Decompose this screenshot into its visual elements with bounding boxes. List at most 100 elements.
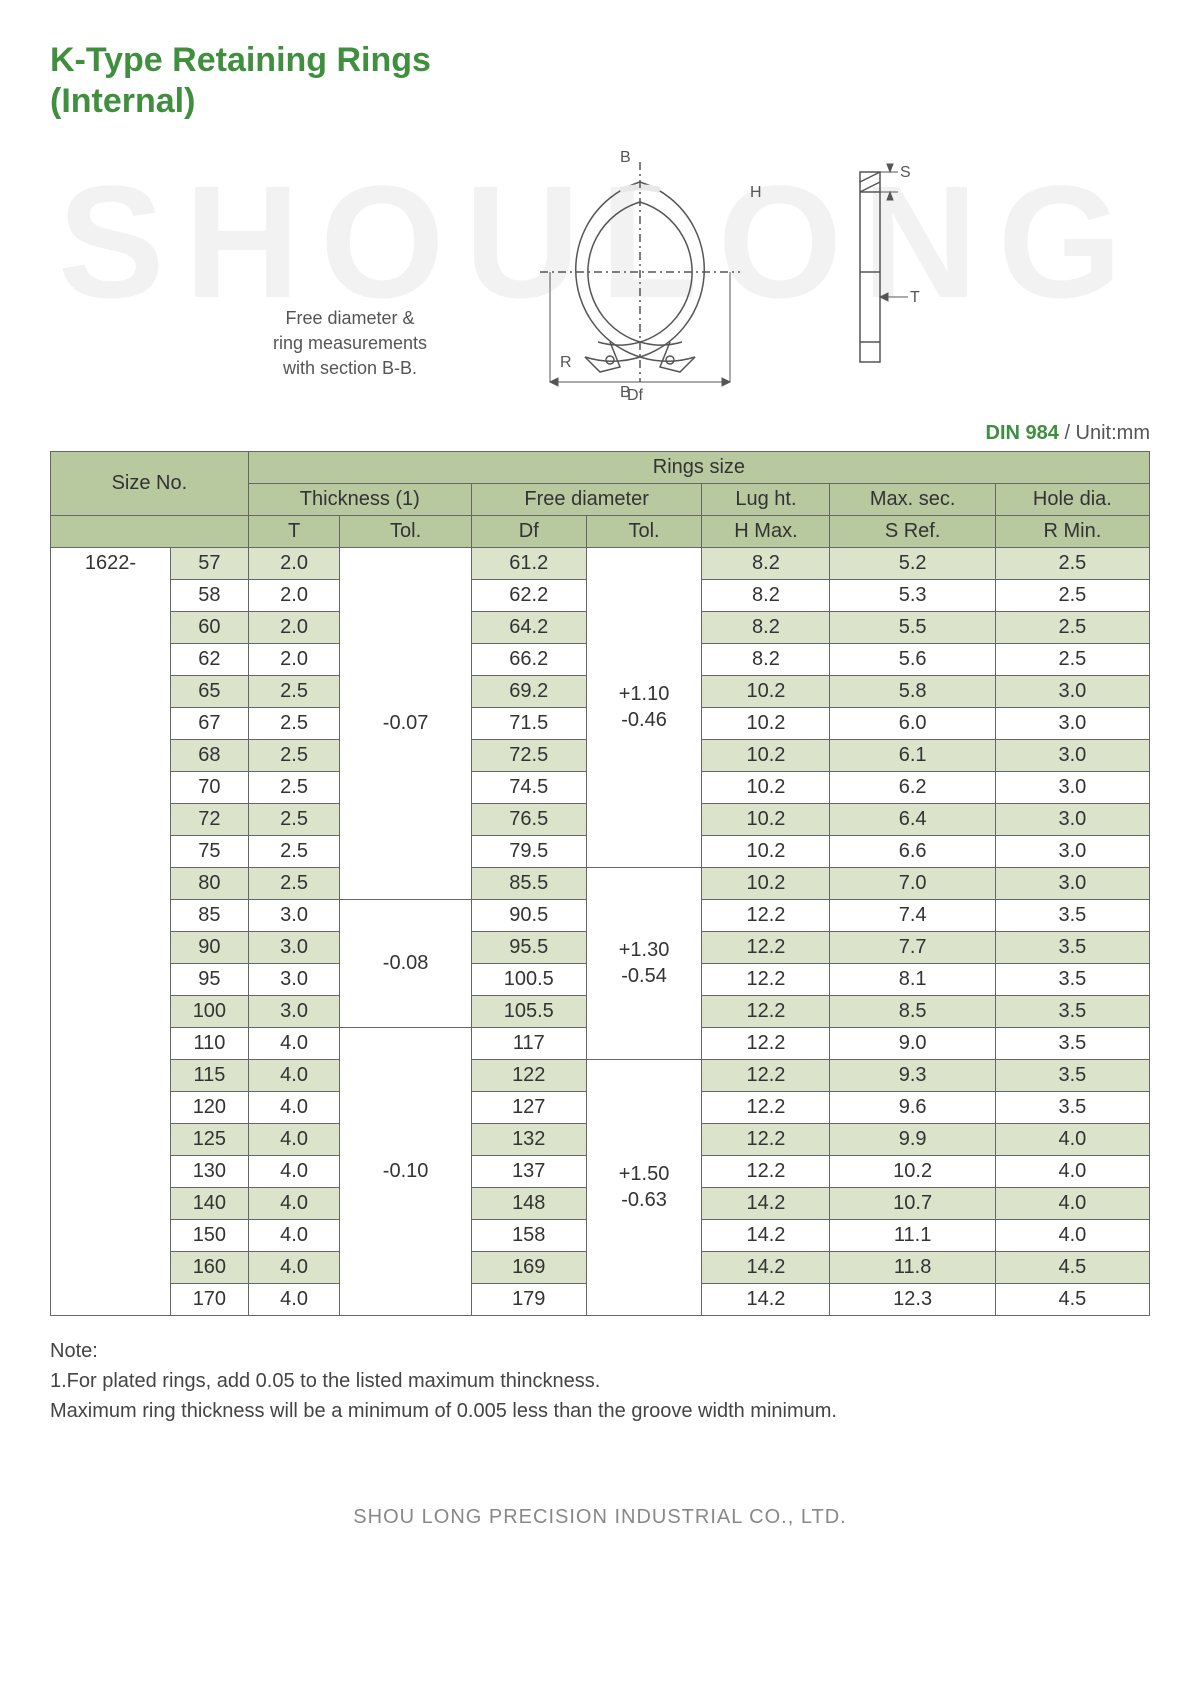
cell: 3.0 bbox=[995, 675, 1149, 707]
cell: 2.0 bbox=[248, 611, 340, 643]
cell: 10.2 bbox=[702, 803, 830, 835]
cell: 3.5 bbox=[995, 1027, 1149, 1059]
cell: 4.0 bbox=[248, 1283, 340, 1315]
cell: 10.2 bbox=[702, 739, 830, 771]
table-body: 1622-572.0-0.0761.2+1.10-0.468.25.22.558… bbox=[51, 547, 1150, 1315]
cell: 3.0 bbox=[995, 707, 1149, 739]
cell: 2.0 bbox=[248, 643, 340, 675]
th-hole-dia: Hole dia. bbox=[995, 483, 1149, 515]
cell: 69.2 bbox=[471, 675, 586, 707]
cell: 10.2 bbox=[702, 675, 830, 707]
cell: 5.3 bbox=[830, 579, 995, 611]
cell: 2.5 bbox=[248, 675, 340, 707]
label-H: H bbox=[750, 184, 762, 201]
cell: 117 bbox=[471, 1027, 586, 1059]
cell: 3.0 bbox=[995, 771, 1149, 803]
cell: 14.2 bbox=[702, 1251, 830, 1283]
label-Df: Df bbox=[627, 387, 644, 402]
standard-line: DIN 984 / Unit:mm bbox=[50, 422, 1150, 445]
cell: 85 bbox=[171, 899, 249, 931]
cell: 85.5 bbox=[471, 867, 586, 899]
th-Tol2: Tol. bbox=[586, 515, 702, 547]
cell: 5.5 bbox=[830, 611, 995, 643]
cell: 4.0 bbox=[995, 1155, 1149, 1187]
cell: 10.2 bbox=[702, 867, 830, 899]
cell-t-tol: -0.07 bbox=[340, 547, 472, 899]
cell: 4.0 bbox=[995, 1123, 1149, 1155]
cell: 4.5 bbox=[995, 1251, 1149, 1283]
cell: 6.4 bbox=[830, 803, 995, 835]
cell: 4.0 bbox=[248, 1027, 340, 1059]
cell: 12.2 bbox=[702, 1091, 830, 1123]
cell: 7.0 bbox=[830, 867, 995, 899]
cell: 9.6 bbox=[830, 1091, 995, 1123]
cell: 12.2 bbox=[702, 1123, 830, 1155]
cell: 10.2 bbox=[830, 1155, 995, 1187]
cell: 65 bbox=[171, 675, 249, 707]
notes-line: 1.For plated rings, add 0.05 to the list… bbox=[50, 1366, 1150, 1396]
cell: 2.5 bbox=[995, 579, 1149, 611]
cell: 5.8 bbox=[830, 675, 995, 707]
th-R: R Min. bbox=[995, 515, 1149, 547]
cell: 2.5 bbox=[995, 547, 1149, 579]
cell-t-tol: -0.08 bbox=[340, 899, 472, 1027]
cell-prefix: 1622- bbox=[51, 547, 171, 1315]
cell: 6.1 bbox=[830, 739, 995, 771]
label-B: B bbox=[620, 149, 631, 166]
cell: 125 bbox=[171, 1123, 249, 1155]
cell: 4.0 bbox=[995, 1187, 1149, 1219]
cell: 57 bbox=[171, 547, 249, 579]
cell: 10.2 bbox=[702, 707, 830, 739]
page-title: K-Type Retaining Rings (Internal) bbox=[50, 40, 1150, 122]
th-H: H Max. bbox=[702, 515, 830, 547]
cell: 179 bbox=[471, 1283, 586, 1315]
cell: 4.0 bbox=[248, 1187, 340, 1219]
cell: 9.3 bbox=[830, 1059, 995, 1091]
cell: 3.0 bbox=[995, 867, 1149, 899]
cell: 76.5 bbox=[471, 803, 586, 835]
cell: 4.0 bbox=[248, 1155, 340, 1187]
cell: 150 bbox=[171, 1219, 249, 1251]
th-size-no: Size No. bbox=[51, 451, 249, 515]
cell: 4.5 bbox=[995, 1283, 1149, 1315]
cell: 2.5 bbox=[248, 803, 340, 835]
cell: 148 bbox=[471, 1187, 586, 1219]
th-lug-ht: Lug ht. bbox=[702, 483, 830, 515]
cell: 10.7 bbox=[830, 1187, 995, 1219]
cell: 12.2 bbox=[702, 931, 830, 963]
din-standard: DIN 984 bbox=[986, 422, 1059, 444]
cell: 12.2 bbox=[702, 963, 830, 995]
label-S: S bbox=[900, 164, 911, 181]
cell: 5.6 bbox=[830, 643, 995, 675]
cell: 3.5 bbox=[995, 995, 1149, 1027]
unit-label: / Unit:mm bbox=[1064, 422, 1150, 444]
th-rings-size: Rings size bbox=[248, 451, 1149, 483]
cell: 3.0 bbox=[248, 963, 340, 995]
cell: 110 bbox=[171, 1027, 249, 1059]
cell: 79.5 bbox=[471, 835, 586, 867]
diagram-caption-line: Free diameter & bbox=[285, 308, 414, 328]
cell: 4.0 bbox=[248, 1219, 340, 1251]
cell: 6.0 bbox=[830, 707, 995, 739]
cell: 5.2 bbox=[830, 547, 995, 579]
cell: 90.5 bbox=[471, 899, 586, 931]
cell: 61.2 bbox=[471, 547, 586, 579]
cell: 100 bbox=[171, 995, 249, 1027]
cell: 14.2 bbox=[702, 1283, 830, 1315]
cell: 74.5 bbox=[471, 771, 586, 803]
cell: 120 bbox=[171, 1091, 249, 1123]
notes-heading: Note: bbox=[50, 1336, 1150, 1366]
cell: 72.5 bbox=[471, 739, 586, 771]
cell: 3.5 bbox=[995, 931, 1149, 963]
cell: 140 bbox=[171, 1187, 249, 1219]
diagram-caption: Free diameter & ring measurements with s… bbox=[250, 306, 450, 382]
title-line-1: K-Type Retaining Rings bbox=[50, 41, 431, 79]
cell: 3.0 bbox=[995, 739, 1149, 771]
cell: 66.2 bbox=[471, 643, 586, 675]
cell: 170 bbox=[171, 1283, 249, 1315]
cell: 8.1 bbox=[830, 963, 995, 995]
cell: 8.2 bbox=[702, 643, 830, 675]
cell: 4.0 bbox=[248, 1123, 340, 1155]
cell: 60 bbox=[171, 611, 249, 643]
cell: 3.0 bbox=[248, 931, 340, 963]
